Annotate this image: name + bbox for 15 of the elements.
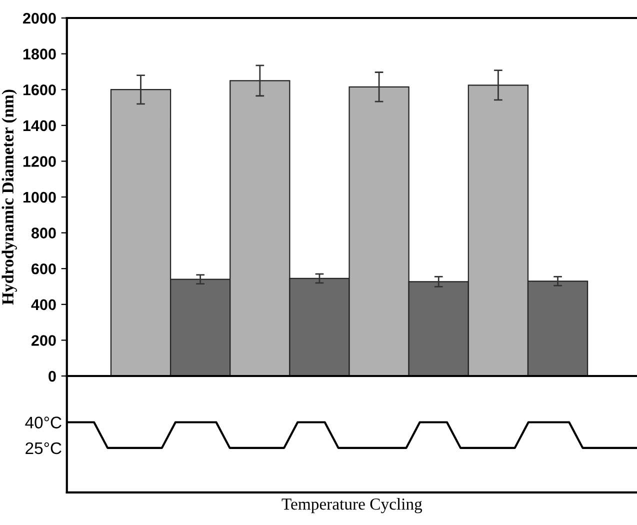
y-tick-label: 1200: [23, 156, 56, 167]
y-tick-label: 25°C: [26, 442, 62, 454]
y-tick-label: 400: [31, 299, 56, 310]
y-tick-label: 2000: [23, 12, 56, 24]
y-tick-label: 600: [32, 263, 56, 274]
y-tick-label: 1600: [23, 84, 56, 96]
y-tick-label: 0: [48, 370, 56, 382]
y-tick-label: 200: [32, 335, 56, 346]
y-tick-label: 800: [31, 228, 56, 238]
y-tick-label: 1400: [23, 120, 56, 132]
y-axis-title: Hydrodynamic Diameter (nm): [2, 90, 17, 305]
y-tick-label: 40°C: [25, 416, 62, 428]
x-axis-title: Temperature Cycling: [282, 498, 422, 514]
y-tick-label: 1800: [23, 48, 56, 60]
y-tick-label: 1000: [23, 192, 56, 203]
